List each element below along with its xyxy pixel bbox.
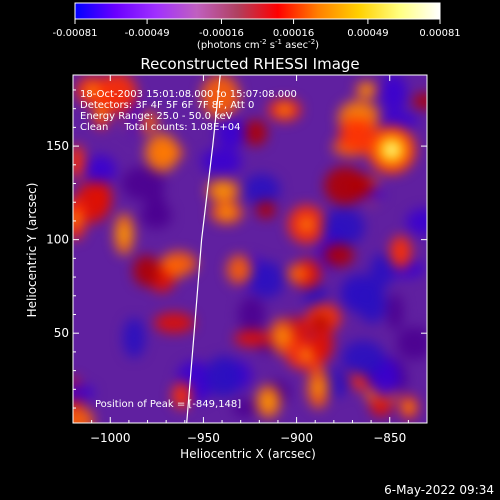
chart-title: Reconstructed RHESSI Image — [140, 55, 359, 73]
heatmap-blob — [84, 155, 117, 185]
heatmap-blob — [369, 253, 394, 289]
heatmap-blob — [412, 93, 427, 110]
timestamp: 6-May-2022 09:34 — [384, 483, 494, 497]
colorbar — [74, 2, 441, 20]
heatmap-blob — [226, 254, 252, 285]
heatmap-blob — [406, 208, 427, 236]
info-detectors: Detectors: 3F 4F 5F 6F 7F 8F, Att 0 — [80, 100, 254, 111]
heatmap-blob — [238, 296, 266, 333]
colorbar-tick-label: 0.00016 — [273, 28, 314, 39]
plot-frame — [72, 74, 428, 424]
observation-info: 18-Oct-2003 15:01:08.000 to 15:07:08.000… — [80, 89, 297, 133]
info-energy-range: Energy Range: 25.0 - 50.0 keV — [80, 111, 233, 122]
heatmap-hotspot — [361, 84, 372, 95]
heatmap-blob — [140, 202, 172, 229]
heatmap-image — [73, 75, 427, 423]
heatmap-blob — [341, 340, 385, 376]
solar-limb-line — [186, 75, 221, 423]
x-axis-ticks: −1000 −950 −900 −850 — [90, 75, 428, 445]
heatmap-blob — [256, 200, 276, 219]
y-axis-label: Heliocentric Y (arcsec) — [25, 183, 39, 318]
peak-position-label: Position of Peak = [-849,148] — [95, 399, 241, 410]
heatmap-blob — [205, 355, 242, 398]
heatmap-blob — [323, 243, 354, 267]
x-tick-label: −900 — [280, 431, 313, 445]
heatmap-blob — [348, 174, 374, 198]
y-tick-label: 50 — [54, 326, 69, 340]
peak-hotspot — [386, 144, 397, 155]
x-tick-label: −950 — [187, 431, 220, 445]
colorbar-tick-label: 0.00049 — [347, 28, 388, 39]
heatmap-blob — [287, 264, 310, 284]
heatmap-hotspot — [96, 107, 107, 118]
y-tick-label: 150 — [46, 139, 69, 153]
heatmap-blob — [73, 406, 95, 423]
heatmap-hotspot — [73, 213, 81, 224]
colorbar-tick-label: -0.00049 — [125, 28, 170, 39]
x-axis-label: Heliocentric X (arcsec) — [180, 447, 316, 461]
heatmap-blob — [389, 235, 412, 269]
heatmap-blob — [303, 283, 327, 310]
heatmap-blob — [310, 326, 334, 361]
heatmap-hotspot — [277, 331, 288, 342]
heatmap-blob — [243, 119, 268, 146]
colorbar-unit: (photons cm-2 s-1 asec-2) — [197, 38, 319, 51]
heatmap-hotspot — [263, 396, 274, 407]
heatmap-blob — [233, 330, 271, 347]
heatmap-blob — [232, 399, 259, 418]
heatmap-hotspot — [313, 382, 324, 393]
heatmap-blob — [97, 75, 138, 114]
info-clean-counts: Clean Total counts: 1.08E+04 — [80, 122, 240, 133]
heatmap-hotspot — [87, 85, 98, 96]
heatmap-blob — [243, 174, 281, 206]
heatmap-blob — [386, 293, 404, 331]
heatmap-hotspot — [221, 207, 232, 218]
colorbar-tick-label: -0.00016 — [199, 28, 244, 39]
heatmap-blob — [73, 384, 95, 402]
heatmap-hotspot — [403, 402, 414, 413]
heatmap-hotspot — [279, 104, 290, 115]
heatmap-blob — [160, 251, 197, 276]
x-tick-label: −1000 — [90, 431, 131, 445]
heatmap-blob — [90, 181, 112, 216]
heatmap-blob — [340, 273, 381, 313]
heatmap-hotspot — [301, 219, 312, 230]
heatmap-blob — [121, 166, 166, 201]
heatmap-blob — [215, 116, 247, 149]
heatmap-blob — [377, 111, 419, 130]
colorbar-ticks: -0.00081 -0.00049 -0.00016 0.00016 0.00049 0.… — [53, 19, 461, 39]
heatmap-blob — [338, 117, 376, 152]
heatmap-blob — [396, 326, 427, 360]
y-tick-label: 100 — [46, 233, 69, 247]
heatmap-blob — [379, 75, 408, 113]
heatmap-hotspot — [218, 185, 229, 196]
colorbar-tick-label: -0.00081 — [53, 28, 98, 39]
heatmap-blob — [370, 399, 392, 417]
heatmap-blob — [73, 144, 85, 179]
heatmap-blob — [201, 75, 240, 118]
heatmap-hotspot — [119, 229, 130, 240]
heatmap-blob — [249, 261, 285, 298]
heatmap-blob — [172, 381, 192, 410]
heatmap-blob — [133, 255, 160, 287]
heatmap-blob — [153, 312, 195, 334]
heatmap-blob — [145, 133, 179, 172]
colorbar-tick-label: 0.00081 — [419, 28, 460, 39]
info-time-range: 18-Oct-2003 15:01:08.000 to 15:07:08.000 — [80, 89, 297, 100]
x-tick-label: −850 — [373, 431, 406, 445]
y-axis-ticks: 50 100 150 — [46, 89, 427, 409]
heatmap-blob — [201, 147, 242, 175]
heatmap-hotspot — [301, 350, 312, 361]
heatmap-blob — [122, 317, 146, 358]
